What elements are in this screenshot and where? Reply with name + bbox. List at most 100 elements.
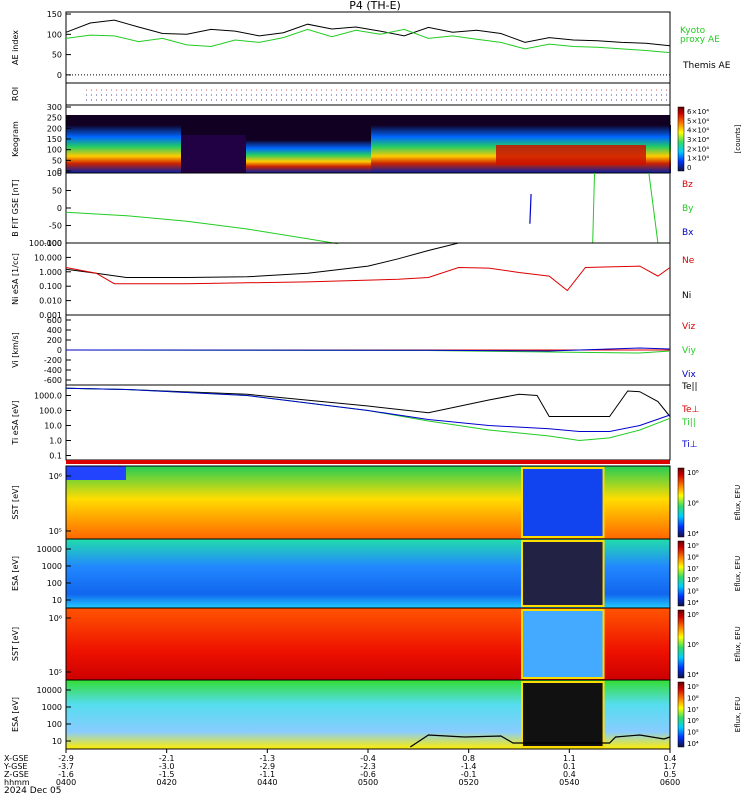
orbit-label-3: hhmm bbox=[4, 778, 30, 787]
orbit-value-0-0: -2.9 bbox=[58, 754, 74, 763]
ae-tick-3: 0 bbox=[57, 71, 62, 80]
orbit-value-3-0: 0400 bbox=[56, 778, 76, 787]
temperature-legend-1: Te⊥ bbox=[681, 405, 700, 415]
sst-e-top-band bbox=[66, 466, 126, 480]
orbit-value-0-5: 1.1 bbox=[563, 754, 576, 763]
orbit-value-3-3: 0500 bbox=[358, 778, 378, 787]
orbit-label-0: X-GSE bbox=[4, 754, 29, 763]
orbit-value-1-4: -1.4 bbox=[461, 762, 477, 771]
orbit-label-1: Y-GSE bbox=[3, 762, 27, 771]
esa_i-ylabel: ESA [eV] bbox=[11, 697, 20, 732]
density-legend-ne: Ne bbox=[682, 256, 695, 266]
sst_i-colorbar-label: Eflux, EFU bbox=[734, 626, 742, 661]
orbit-value-0-4: 0.8 bbox=[462, 754, 475, 763]
roi-ylabel: ROI bbox=[11, 87, 20, 101]
bfield-tick-0: 100 bbox=[47, 169, 62, 178]
temperature-tick-0: 1000.0 bbox=[34, 392, 62, 401]
velocity-series-2 bbox=[65, 347, 671, 352]
keogram-tick-3: 150 bbox=[47, 135, 62, 144]
density-tick-1: 10.000 bbox=[34, 253, 62, 262]
keogram-colorbar-tick-5: 1×10⁴ bbox=[687, 155, 709, 163]
esa_e-tick-1: 1000 bbox=[42, 562, 62, 571]
orbit-value-2-4: -0.1 bbox=[461, 770, 477, 779]
density-tick-0: 100.000 bbox=[29, 239, 62, 248]
orbit-value-3-6: 0600 bbox=[660, 778, 680, 787]
bfield-tick-1: 50 bbox=[52, 187, 62, 196]
ae-frame bbox=[65, 11, 671, 84]
velocity-tick-4: -200 bbox=[44, 356, 62, 365]
ae-ylabel: AE index bbox=[11, 30, 20, 65]
esa_e-colorbar-tick-0: 10⁹ bbox=[687, 542, 699, 550]
temperature-legend-2: Ti|| bbox=[681, 418, 696, 428]
temperature-series-2 bbox=[65, 387, 671, 432]
esa-i-spacecraft-potential bbox=[409, 734, 671, 748]
esa_i-colorbar-tick-2: 10⁷ bbox=[687, 706, 699, 714]
bfield-legend-1: By bbox=[682, 204, 694, 214]
esa_e-tick-3: 10 bbox=[52, 596, 62, 605]
keogram-tick-2: 200 bbox=[47, 124, 62, 133]
orbit-value-0-2: -1.3 bbox=[260, 754, 276, 763]
velocity-legend-1: Viy bbox=[682, 346, 696, 356]
sst-e-flag-bar bbox=[66, 460, 670, 464]
bfield-tick-3: -50 bbox=[49, 222, 62, 231]
keogram-band-3 bbox=[246, 140, 371, 173]
density-series-0 bbox=[65, 242, 459, 278]
temperature-legend-3: Ti⊥ bbox=[681, 440, 698, 450]
ae-tick-2: 50 bbox=[52, 51, 62, 60]
keogram-tick-0: 300 bbox=[47, 103, 62, 112]
esa_e-colorbar-tick-5: 10⁴ bbox=[687, 599, 699, 607]
esa_e-tick-2: 100 bbox=[47, 579, 62, 588]
orbit-value-1-6: 1.7 bbox=[664, 762, 677, 771]
sst_e-tick-0: 10⁶ bbox=[49, 472, 62, 481]
esa_i-colorbar-tick-3: 10⁶ bbox=[687, 717, 699, 725]
bfield-tick-2: 0 bbox=[57, 204, 62, 213]
date-label: 2024 Dec 05 bbox=[4, 786, 62, 796]
sst_e-dropout bbox=[521, 467, 605, 538]
density-tick-5: 0.001 bbox=[39, 311, 62, 320]
keogram-colorbar bbox=[677, 106, 685, 172]
esa_e-colorbar-tick-2: 10⁷ bbox=[687, 565, 699, 573]
keogram-colorbar-tick-0: 6×10⁴ bbox=[687, 108, 709, 116]
esa_i-colorbar-tick-1: 10⁸ bbox=[687, 694, 699, 702]
sst_i-colorbar bbox=[677, 609, 685, 679]
keogram-band-1 bbox=[66, 125, 181, 173]
roi-frame bbox=[65, 82, 671, 106]
temperature-frame bbox=[65, 384, 671, 461]
sst_i-colorbar-tick-1: 10⁶ bbox=[687, 641, 699, 649]
esa_e-colorbar bbox=[677, 540, 685, 607]
figure-title: P4 (TH-E) bbox=[349, 0, 401, 12]
temperature-tick-2: 10.0 bbox=[44, 422, 62, 431]
orbit-value-3-4: 0520 bbox=[458, 778, 478, 787]
velocity-legend-2: Vix bbox=[682, 370, 696, 380]
esa_i-tick-3: 10 bbox=[52, 737, 62, 746]
orbit-value-2-2: -1.1 bbox=[260, 770, 276, 779]
esa_i-colorbar-tick-0: 10⁹ bbox=[687, 683, 699, 691]
density-tick-2: 1.000 bbox=[39, 268, 62, 277]
keogram-band-2 bbox=[181, 135, 246, 173]
bfield-legend-0: Bz bbox=[682, 180, 693, 190]
bfield-legend-2: Bx bbox=[682, 228, 694, 238]
esa_i-tick-2: 100 bbox=[47, 720, 62, 729]
orbit-label-2: Z-GSE bbox=[4, 770, 29, 779]
sst_e-ylabel: SST [eV] bbox=[11, 485, 20, 519]
sst_e-colorbar-tick-2: 10⁴ bbox=[687, 530, 699, 538]
bfield-ylabel: B FIT GSE [nT] bbox=[11, 179, 20, 237]
keogram-colorbar-tick-3: 3×10⁴ bbox=[687, 136, 709, 144]
temperature-series-1 bbox=[65, 387, 671, 442]
sst_e-colorbar-label: Eflux, EFU bbox=[734, 485, 742, 520]
orbit-value-1-1: -3.0 bbox=[159, 762, 175, 771]
velocity-tick-1: 400 bbox=[47, 326, 62, 335]
density-series-1 bbox=[65, 265, 671, 292]
sst-electron-panel: SST [eV] 10⁶ 10⁵ 10⁸ 10⁶ 10⁴ Eflux, EFU bbox=[11, 460, 742, 540]
orbit-value-3-1: 0420 bbox=[156, 778, 176, 787]
bfield-panel: B FIT GSE [nT] 100 50 0 -50 -100 Bz By Bx bbox=[11, 169, 694, 248]
ae-series-0 bbox=[65, 19, 671, 47]
esa_i-tick-1: 1000 bbox=[42, 703, 62, 712]
orbit-value-1-3: -2.3 bbox=[360, 762, 376, 771]
orbit-value-2-5: 0.4 bbox=[563, 770, 576, 779]
velocity-tick-5: -400 bbox=[44, 366, 62, 375]
bfield-by-trace-2 bbox=[648, 172, 659, 244]
temperature-panel: Ti eSA [eV] 1000.0 100.0 10.0 1.0 0.1 Te|| Te⊥ T… bbox=[11, 382, 700, 461]
